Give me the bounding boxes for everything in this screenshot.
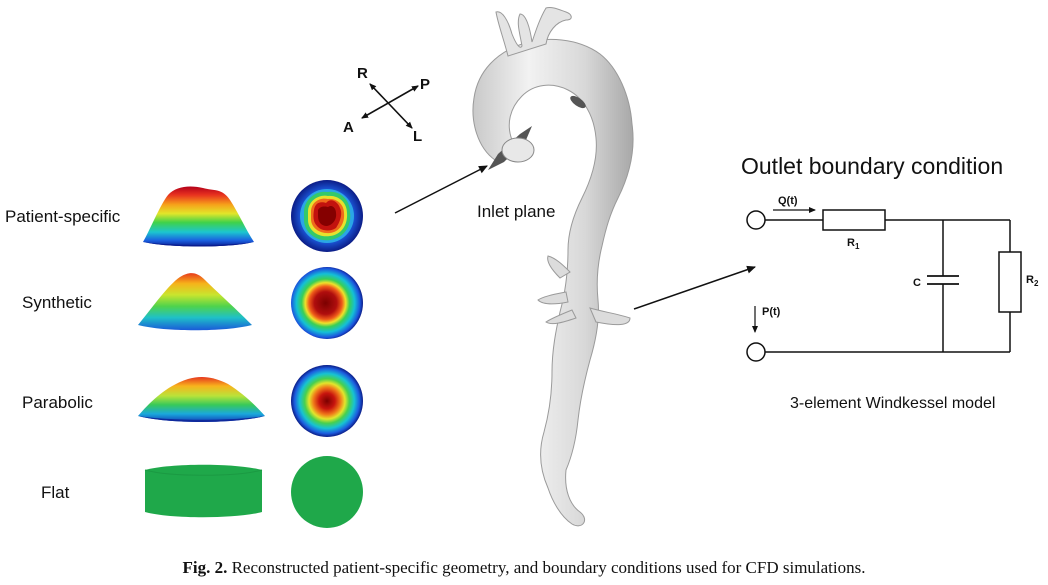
aorta-geometry <box>472 7 634 527</box>
profile-label-flat: Flat <box>41 483 70 502</box>
profile-label-parabolic: Parabolic <box>22 393 93 412</box>
orientation-indicator: R P A L <box>343 65 430 145</box>
profile-surface-patient-specific <box>143 186 254 247</box>
windkessel-model-label: 3-element Windkessel model <box>790 395 995 412</box>
profile-disc-flat <box>291 456 363 528</box>
label-c: C <box>913 277 921 289</box>
figure-caption: Fig. 2. Reconstructed patient-specific g… <box>0 558 1048 578</box>
profile-row-parabolic: Parabolic <box>22 365 363 437</box>
outlet-arrow <box>633 265 756 310</box>
profile-row-patient-specific: Patient-specific <box>5 180 363 252</box>
profile-label-synthetic: Synthetic <box>22 293 92 312</box>
profile-surface-parabolic <box>138 376 265 422</box>
label-p: P(t) <box>762 306 781 318</box>
profile-disc-parabolic <box>291 365 363 437</box>
inlet-arrow <box>394 165 488 214</box>
profile-surface-synthetic <box>138 273 252 331</box>
profile-surface-flat <box>144 464 263 518</box>
label-q: Q(t) <box>778 195 798 207</box>
orientation-label-p: P <box>420 76 430 93</box>
inlet-plane-label: Inlet plane <box>477 202 555 221</box>
label-r1: R1 <box>847 237 860 251</box>
caption-text: Reconstructed patient-specific geometry,… <box>231 558 866 577</box>
terminal-bottom <box>746 342 766 362</box>
resistor-r1 <box>822 209 886 231</box>
orientation-label-l: L <box>413 128 422 145</box>
profile-disc-synthetic <box>291 267 363 339</box>
orientation-label-a: A <box>343 119 354 136</box>
resistor-r2 <box>998 251 1022 313</box>
profile-row-flat: Flat <box>41 456 363 528</box>
label-r2: R2 <box>1026 274 1039 288</box>
profile-disc-patient-specific <box>291 180 363 252</box>
caption-prefix: Fig. 2. <box>182 558 228 577</box>
profile-label-patient-specific: Patient-specific <box>5 207 121 226</box>
windkessel-circuit: Q(t) P(t) R1 C R2 <box>746 195 1039 362</box>
outlet-title: Outlet boundary condition <box>741 153 1003 179</box>
terminal-top <box>746 210 766 230</box>
orientation-label-r: R <box>357 65 368 82</box>
profile-row-synthetic: Synthetic <box>22 267 363 339</box>
